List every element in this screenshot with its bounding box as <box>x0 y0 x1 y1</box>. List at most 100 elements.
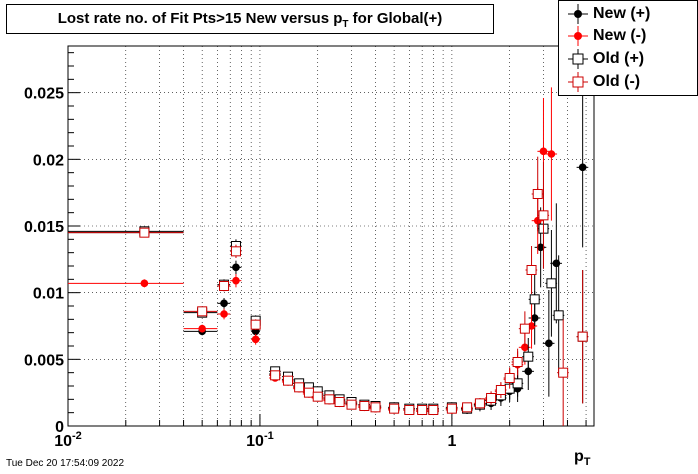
y-tick-label: 0.015 <box>24 219 64 236</box>
marker-square <box>512 378 523 389</box>
marker-square <box>519 323 530 334</box>
marker-square <box>526 265 537 275</box>
chart-title-tail: for Global(+) <box>348 10 443 27</box>
plot-frame <box>67 45 595 427</box>
marker-circle <box>545 339 553 348</box>
data-point <box>545 230 558 337</box>
data-point <box>217 280 231 292</box>
filled-circle-black-icon <box>568 4 588 24</box>
data-point <box>485 391 497 405</box>
marker-square <box>532 189 543 199</box>
data-point <box>545 87 558 221</box>
marker-square <box>462 402 473 413</box>
data-point <box>542 290 555 397</box>
marker-circle <box>140 279 149 288</box>
data-point <box>323 394 336 405</box>
marker-square <box>334 397 345 407</box>
y-tick-label: 0.005 <box>24 352 64 369</box>
grid-lines <box>67 46 594 427</box>
data-point <box>531 156 544 232</box>
axes: 0 0.005 0.01 0.015 0.02 0.025 10-2 10-1 1 <box>24 45 595 450</box>
marker-square <box>538 210 549 221</box>
marker-circle <box>521 343 529 352</box>
data-point <box>230 244 242 258</box>
x-axis-label-main: p <box>574 448 584 465</box>
chart-title: Lost rate no. of Fit Pts>15 New versus p… <box>6 4 494 34</box>
marker-square <box>404 405 415 415</box>
data-point <box>293 382 305 393</box>
marker-square <box>324 394 335 405</box>
series-new <box>68 87 589 414</box>
data-point <box>537 162 550 269</box>
marker-circle <box>232 276 240 285</box>
data-point <box>522 338 534 376</box>
open-square-black-icon <box>568 49 588 69</box>
legend-label-new-minus: New (-) <box>593 27 647 44</box>
marker-square <box>346 399 357 410</box>
marker-circle <box>220 310 228 318</box>
data-point <box>511 348 524 376</box>
data-point <box>311 391 324 402</box>
x-tick-label: 10-2 <box>54 430 82 450</box>
data-point <box>281 375 294 386</box>
legend-item-new-plus: New (+) <box>559 3 697 25</box>
marker-square <box>139 227 150 238</box>
legend-item-old-plus: Old (+) <box>559 48 697 70</box>
data-point <box>576 270 589 404</box>
data-point <box>427 405 439 415</box>
data-point <box>494 382 507 398</box>
marker-circle <box>578 163 587 172</box>
marker-circle <box>251 335 260 344</box>
data-point <box>461 402 473 413</box>
marker-square <box>553 310 564 321</box>
marker-square <box>250 319 261 330</box>
x-tick-label: 10-1 <box>246 430 274 450</box>
marker-square <box>486 393 497 403</box>
y-tick-label: 0.02 <box>33 152 64 169</box>
data-point <box>576 87 589 248</box>
marker-square <box>428 405 439 415</box>
data-point <box>528 272 541 326</box>
data-point <box>183 324 218 333</box>
chart-title-subscript: T <box>342 19 349 30</box>
marker-square <box>417 405 428 415</box>
marker-circle <box>198 324 206 333</box>
marker-square <box>504 373 515 383</box>
data-series <box>68 87 589 426</box>
legend: New (+) New (-) Old (+) Old (-) <box>558 0 698 96</box>
marker-square <box>523 351 534 362</box>
x-tick-label: 1 <box>447 433 456 450</box>
data-point <box>358 401 371 411</box>
data-point <box>416 405 428 415</box>
data-point <box>333 397 346 407</box>
data-point <box>552 255 565 376</box>
marker-square <box>230 246 241 257</box>
data-point <box>518 311 531 346</box>
marker-square <box>303 387 314 398</box>
marker-square <box>197 306 208 317</box>
series-new <box>68 87 558 416</box>
data-point <box>68 279 184 288</box>
marker-square <box>282 375 293 386</box>
marker-circle <box>547 150 556 158</box>
timestamp: Tue Dec 20 17:54:09 2022 <box>6 458 125 469</box>
marker-square <box>312 391 323 402</box>
open-square-red-icon <box>568 72 588 92</box>
marker-square <box>512 357 523 367</box>
data-point <box>183 306 218 317</box>
data-point <box>525 246 538 294</box>
marker-square <box>294 382 305 393</box>
data-point <box>369 402 382 413</box>
series-old <box>68 156 589 426</box>
data-point <box>269 370 281 381</box>
data-point <box>503 367 516 389</box>
data-point <box>550 203 562 324</box>
marker-square <box>270 370 281 381</box>
data-point <box>68 227 184 238</box>
legend-label-old-minus: Old (-) <box>593 73 641 90</box>
marker-square <box>219 281 230 291</box>
data-point <box>230 260 242 274</box>
legend-label-new-plus: New (+) <box>593 5 651 22</box>
data-point <box>557 319 569 426</box>
data-point <box>445 403 458 414</box>
